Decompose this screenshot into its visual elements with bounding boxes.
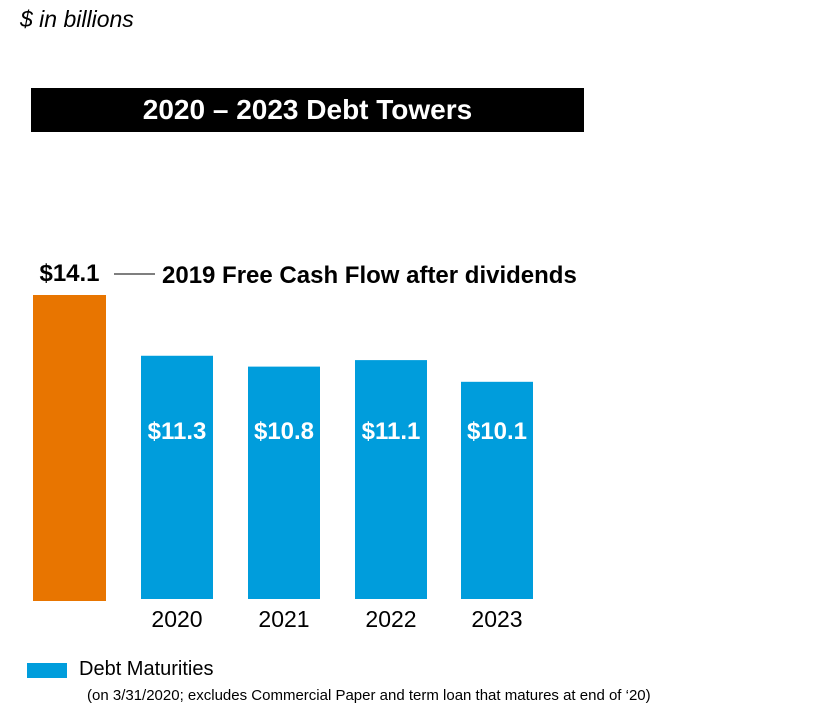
debt-maturity-bar <box>355 360 427 599</box>
bar-value-label: $11.3 <box>148 418 207 445</box>
bar-value-label: $10.1 <box>467 418 527 445</box>
units-label: $ in billions <box>20 6 134 32</box>
x-tick-label: 2023 <box>471 606 522 632</box>
x-tick-label: 2020 <box>151 606 202 632</box>
bar-value-label: $10.8 <box>254 418 314 445</box>
debt-maturity-bar <box>461 381 533 599</box>
reference-bar-value-label: $14.1 <box>39 260 99 287</box>
bar-chart: $14.1 2019 Free Cash Flow after dividends… <box>33 260 577 632</box>
reference-bar <box>33 295 106 601</box>
debt-maturity-bar <box>248 366 320 599</box>
debt-maturity-bar <box>141 355 213 599</box>
legend-swatch-debt-maturities <box>27 663 67 678</box>
legend-footnote: (on 3/31/2020; excludes Commercial Paper… <box>87 687 651 704</box>
bar-value-label: $11.1 <box>362 418 421 445</box>
x-tick-label: 2022 <box>365 606 416 632</box>
chart-title: 2020 – 2023 Debt Towers <box>31 88 584 132</box>
reference-bar-annotation: 2019 Free Cash Flow after dividends <box>162 262 577 289</box>
legend-label-debt-maturities: Debt Maturities <box>79 658 214 680</box>
x-tick-label: 2021 <box>258 606 309 632</box>
